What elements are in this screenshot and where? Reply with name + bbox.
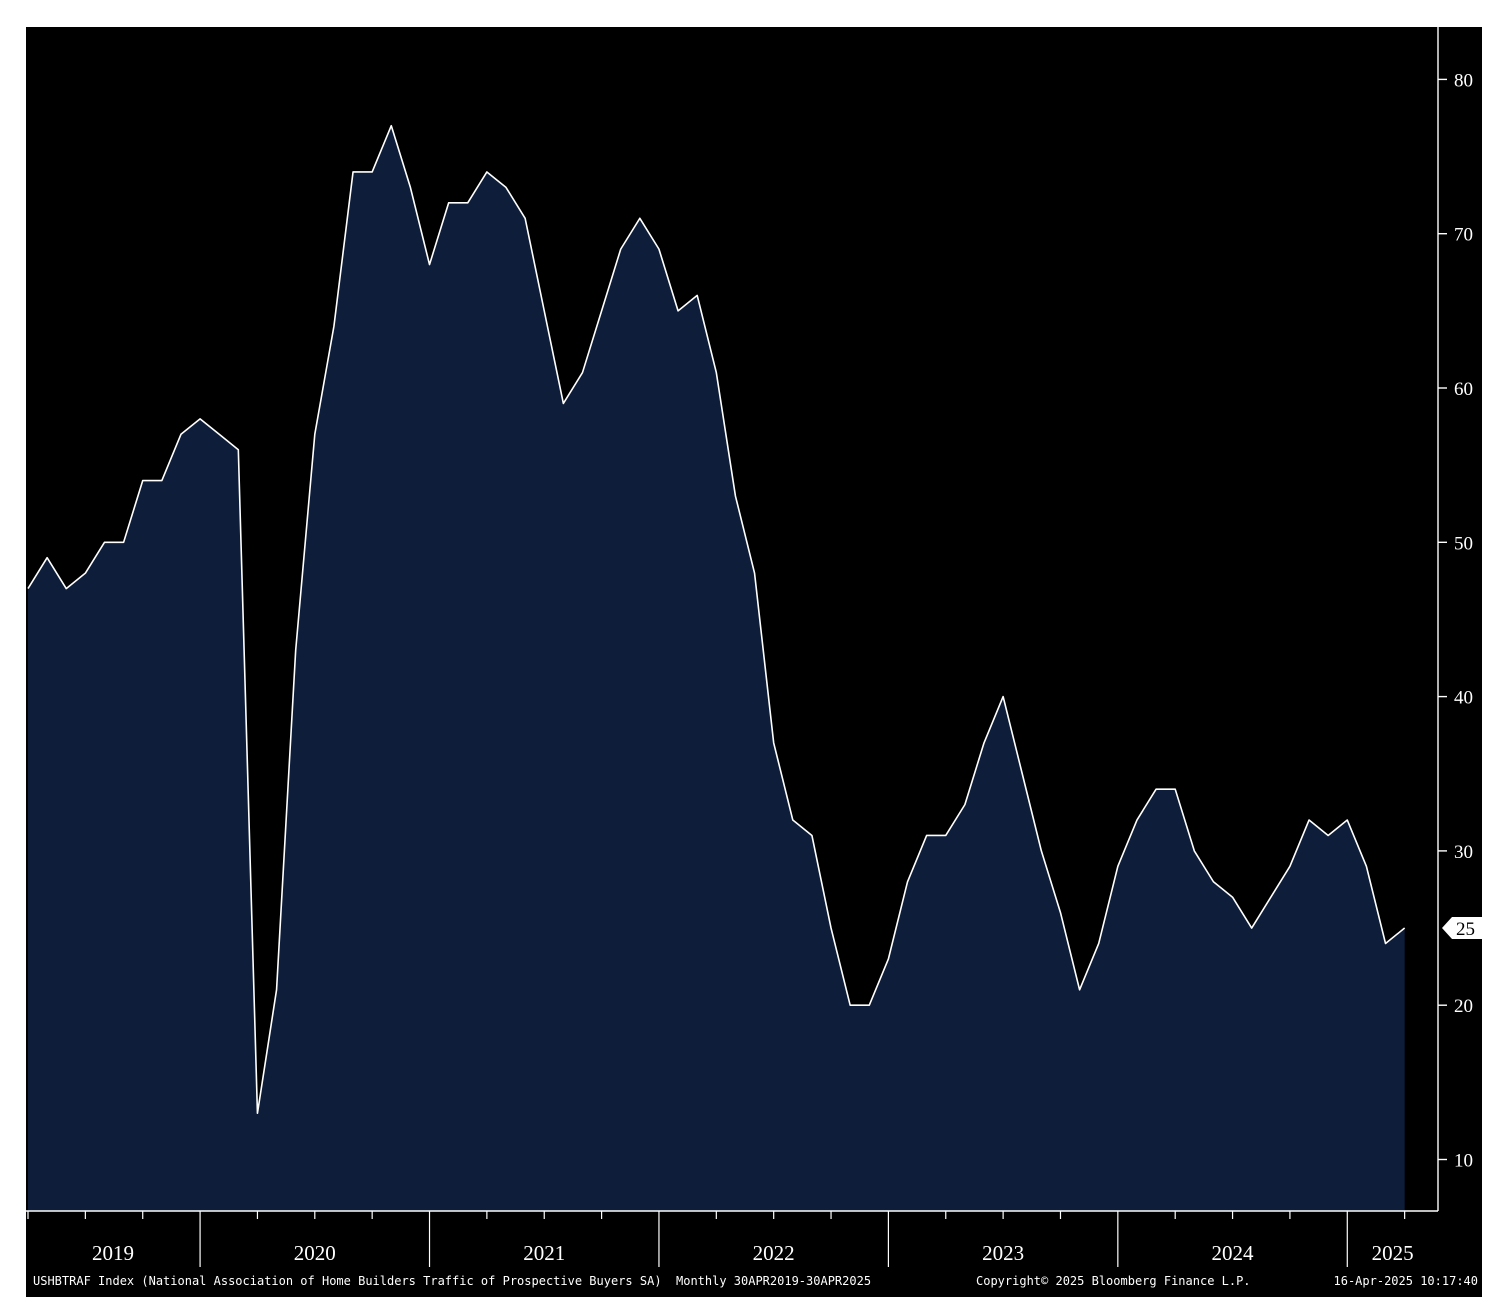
footer: USHBTRAF Index (National Association of … bbox=[33, 1274, 1478, 1288]
x-tick-label: 2025 bbox=[1372, 1241, 1414, 1265]
x-tick-label: 2019 bbox=[92, 1241, 134, 1265]
y-tick-label: 50 bbox=[1454, 533, 1473, 554]
axis-layer: 10 20 30 40 50 60 70 80 25 2019 2020 2021 2022 2023 20… bbox=[26, 27, 1483, 1267]
series-area bbox=[28, 125, 1405, 1212]
y-tick-label: 80 bbox=[1454, 70, 1473, 91]
x-tick-label: 2024 bbox=[1212, 1241, 1255, 1265]
x-tick-label: 2020 bbox=[294, 1241, 336, 1265]
x-tick-label: 2022 bbox=[753, 1241, 795, 1265]
footer-copyright: Copyright© 2025 Bloomberg Finance L.P. bbox=[976, 1274, 1251, 1288]
y-tick-label: 40 bbox=[1454, 688, 1473, 709]
y-tick-label: 30 bbox=[1454, 842, 1473, 863]
x-tick-label: 2021 bbox=[523, 1241, 565, 1265]
y-tick-label: 70 bbox=[1454, 225, 1473, 246]
footer-description: USHBTRAF Index (National Association of … bbox=[33, 1274, 871, 1288]
y-tick-label: 60 bbox=[1454, 379, 1473, 400]
footer-timestamp: 16-Apr-2025 10:17:40 bbox=[1334, 1274, 1479, 1288]
y-tick-label: 20 bbox=[1454, 996, 1473, 1017]
y-tick-label: 10 bbox=[1454, 1151, 1473, 1172]
last-value-label: 25 bbox=[1456, 919, 1475, 940]
series-line bbox=[27, 124, 1406, 1115]
x-tick-label: 2023 bbox=[982, 1241, 1024, 1265]
last-value-tag bbox=[1442, 917, 1483, 940]
area-layer bbox=[27, 124, 1406, 1212]
